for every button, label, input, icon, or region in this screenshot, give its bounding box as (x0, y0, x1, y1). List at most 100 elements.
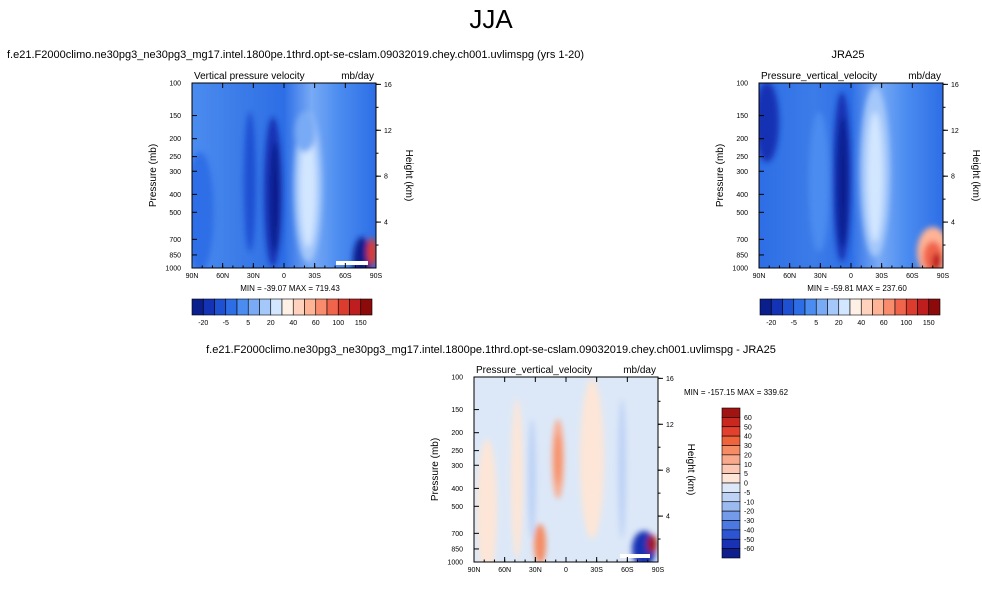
jra25-panel-title: JRA25 (831, 49, 865, 61)
x-tick-label: 30N (814, 273, 827, 280)
y-axis-label: Pressure (mb) (715, 144, 726, 207)
colorbar-swatch (905, 298, 918, 316)
colorbar-swatch (721, 548, 741, 559)
y2-tick-label: 8 (951, 174, 955, 181)
x-tick-label: 30S (875, 273, 888, 280)
diff-panel: Pressure_vertical_velocity mb/day 90N 60N 30… (430, 365, 789, 574)
colorbar-swatch (721, 492, 741, 503)
y-tick-label: 700 (451, 531, 463, 538)
colorbar-label: -20 (766, 320, 776, 327)
x-tick-label: 90S (370, 273, 383, 280)
y-tick-label: 500 (736, 210, 748, 217)
colorbar-label: 30 (744, 443, 752, 450)
colorbar-label: -30 (744, 518, 754, 525)
y-tick-label: 100 (451, 375, 463, 382)
x-tick-label: 30S (308, 273, 321, 280)
y2-axis-label: Height (km) (685, 444, 696, 496)
variable-label: Pressure_vertical_velocity (476, 365, 592, 376)
min-max-label: MIN = -157.15 MAX = 339.62 (684, 388, 789, 397)
colorbar-label: 20 (267, 320, 275, 327)
colorbar-swatch (721, 454, 741, 465)
colorbar-label: 150 (923, 320, 935, 327)
y2-tick-label: 4 (951, 220, 955, 227)
colorbar-swatch (360, 298, 373, 316)
y-tick-label: 300 (451, 463, 463, 470)
y-tick-label: 1000 (732, 266, 748, 273)
colorbar-swatch (721, 482, 741, 493)
jra25-contour-field (759, 83, 943, 268)
y-tick-label: 100 (169, 81, 181, 88)
colorbar-swatch (721, 407, 741, 418)
colorbar-swatch (304, 298, 317, 316)
colorbar-label: 40 (289, 320, 297, 327)
figure-title: JJA (469, 4, 513, 34)
y2-tick-label: 16 (951, 82, 959, 89)
units-label: mb/day (908, 71, 941, 82)
y-tick-label: 250 (451, 448, 463, 455)
model-contour-field (192, 83, 376, 268)
variable-label: Vertical pressure velocity (194, 71, 305, 82)
colorbar-swatch (721, 417, 741, 428)
colorbar-label: 20 (835, 320, 843, 327)
x-tick-label: 30N (529, 567, 542, 574)
colorbar-label: 20 (744, 452, 752, 459)
y-tick-label: 850 (169, 252, 181, 259)
y-tick-label: 250 (169, 154, 181, 161)
colorbar-label: 0 (744, 481, 748, 488)
y-tick-label: 500 (169, 210, 181, 217)
model-panel: Vertical pressure velocity mb/day 90N 60N 30… (148, 71, 414, 327)
x-tick-label: 60N (498, 567, 511, 574)
y-tick-label: 300 (736, 169, 748, 176)
y-tick-label: 850 (451, 546, 463, 553)
colorbar-label: 40 (744, 434, 752, 441)
colorbar-label: -10 (744, 499, 754, 506)
colorbar-swatch (281, 298, 294, 316)
colorbar-swatch (259, 298, 272, 316)
colorbar-label: 60 (880, 320, 888, 327)
y-tick-label: 100 (736, 81, 748, 88)
y2-tick-label: 16 (666, 376, 674, 383)
y2-tick-label: 4 (666, 514, 670, 521)
y-tick-label: 200 (451, 430, 463, 437)
colorbar-swatch (917, 298, 930, 316)
colorbar-swatch (191, 298, 204, 316)
y2-tick-label: 12 (384, 128, 392, 135)
colorbar-label: 5 (744, 471, 748, 478)
colorbar-swatch (337, 298, 350, 316)
x-tick-label: 0 (282, 273, 286, 280)
min-max-label: MIN = -59.81 MAX = 237.60 (807, 284, 907, 293)
y-tick-label: 700 (736, 237, 748, 244)
y2-tick-label: 4 (384, 220, 388, 227)
colorbar-swatch (315, 298, 328, 316)
y-tick-label: 400 (169, 192, 181, 199)
y-tick-label: 150 (451, 407, 463, 414)
x-tick-label: 60S (339, 273, 352, 280)
x-tick-label: 90S (937, 273, 950, 280)
colorbar-label: 150 (355, 320, 367, 327)
colorbar-label: 5 (814, 320, 818, 327)
x-tick-label: 60N (216, 273, 229, 280)
y2-tick-label: 12 (666, 422, 674, 429)
colorbar-swatch (793, 298, 806, 316)
colorbar-swatch (721, 463, 741, 474)
colorbar-label: 60 (744, 415, 752, 422)
diff-panel-title: f.e21.F2000climo.ne30pg3_ne30pg3_mg17.in… (206, 344, 776, 356)
y-axis-label: Pressure (mb) (430, 438, 441, 501)
colorbar-label: 100 (900, 320, 912, 327)
x-tick-label: 60S (621, 567, 634, 574)
colorbar-swatch (827, 298, 840, 316)
colorbar-swatch (247, 298, 260, 316)
y2-tick-label: 12 (951, 128, 959, 135)
colorbar-label: 60 (312, 320, 320, 327)
x-tick-label: 90N (753, 273, 766, 280)
y2-axis-label: Height (km) (970, 150, 981, 202)
colorbar-label: -50 (744, 537, 754, 544)
colorbar-swatch (236, 298, 249, 316)
y-axis-label: Pressure (mb) (148, 144, 159, 207)
y2-tick-label: 8 (384, 174, 388, 181)
colorbar-swatch (721, 445, 741, 456)
colorbar-swatch (804, 298, 817, 316)
colorbar-label: -40 (744, 527, 754, 534)
x-tick-label: 60S (906, 273, 919, 280)
y2-tick-label: 16 (384, 82, 392, 89)
